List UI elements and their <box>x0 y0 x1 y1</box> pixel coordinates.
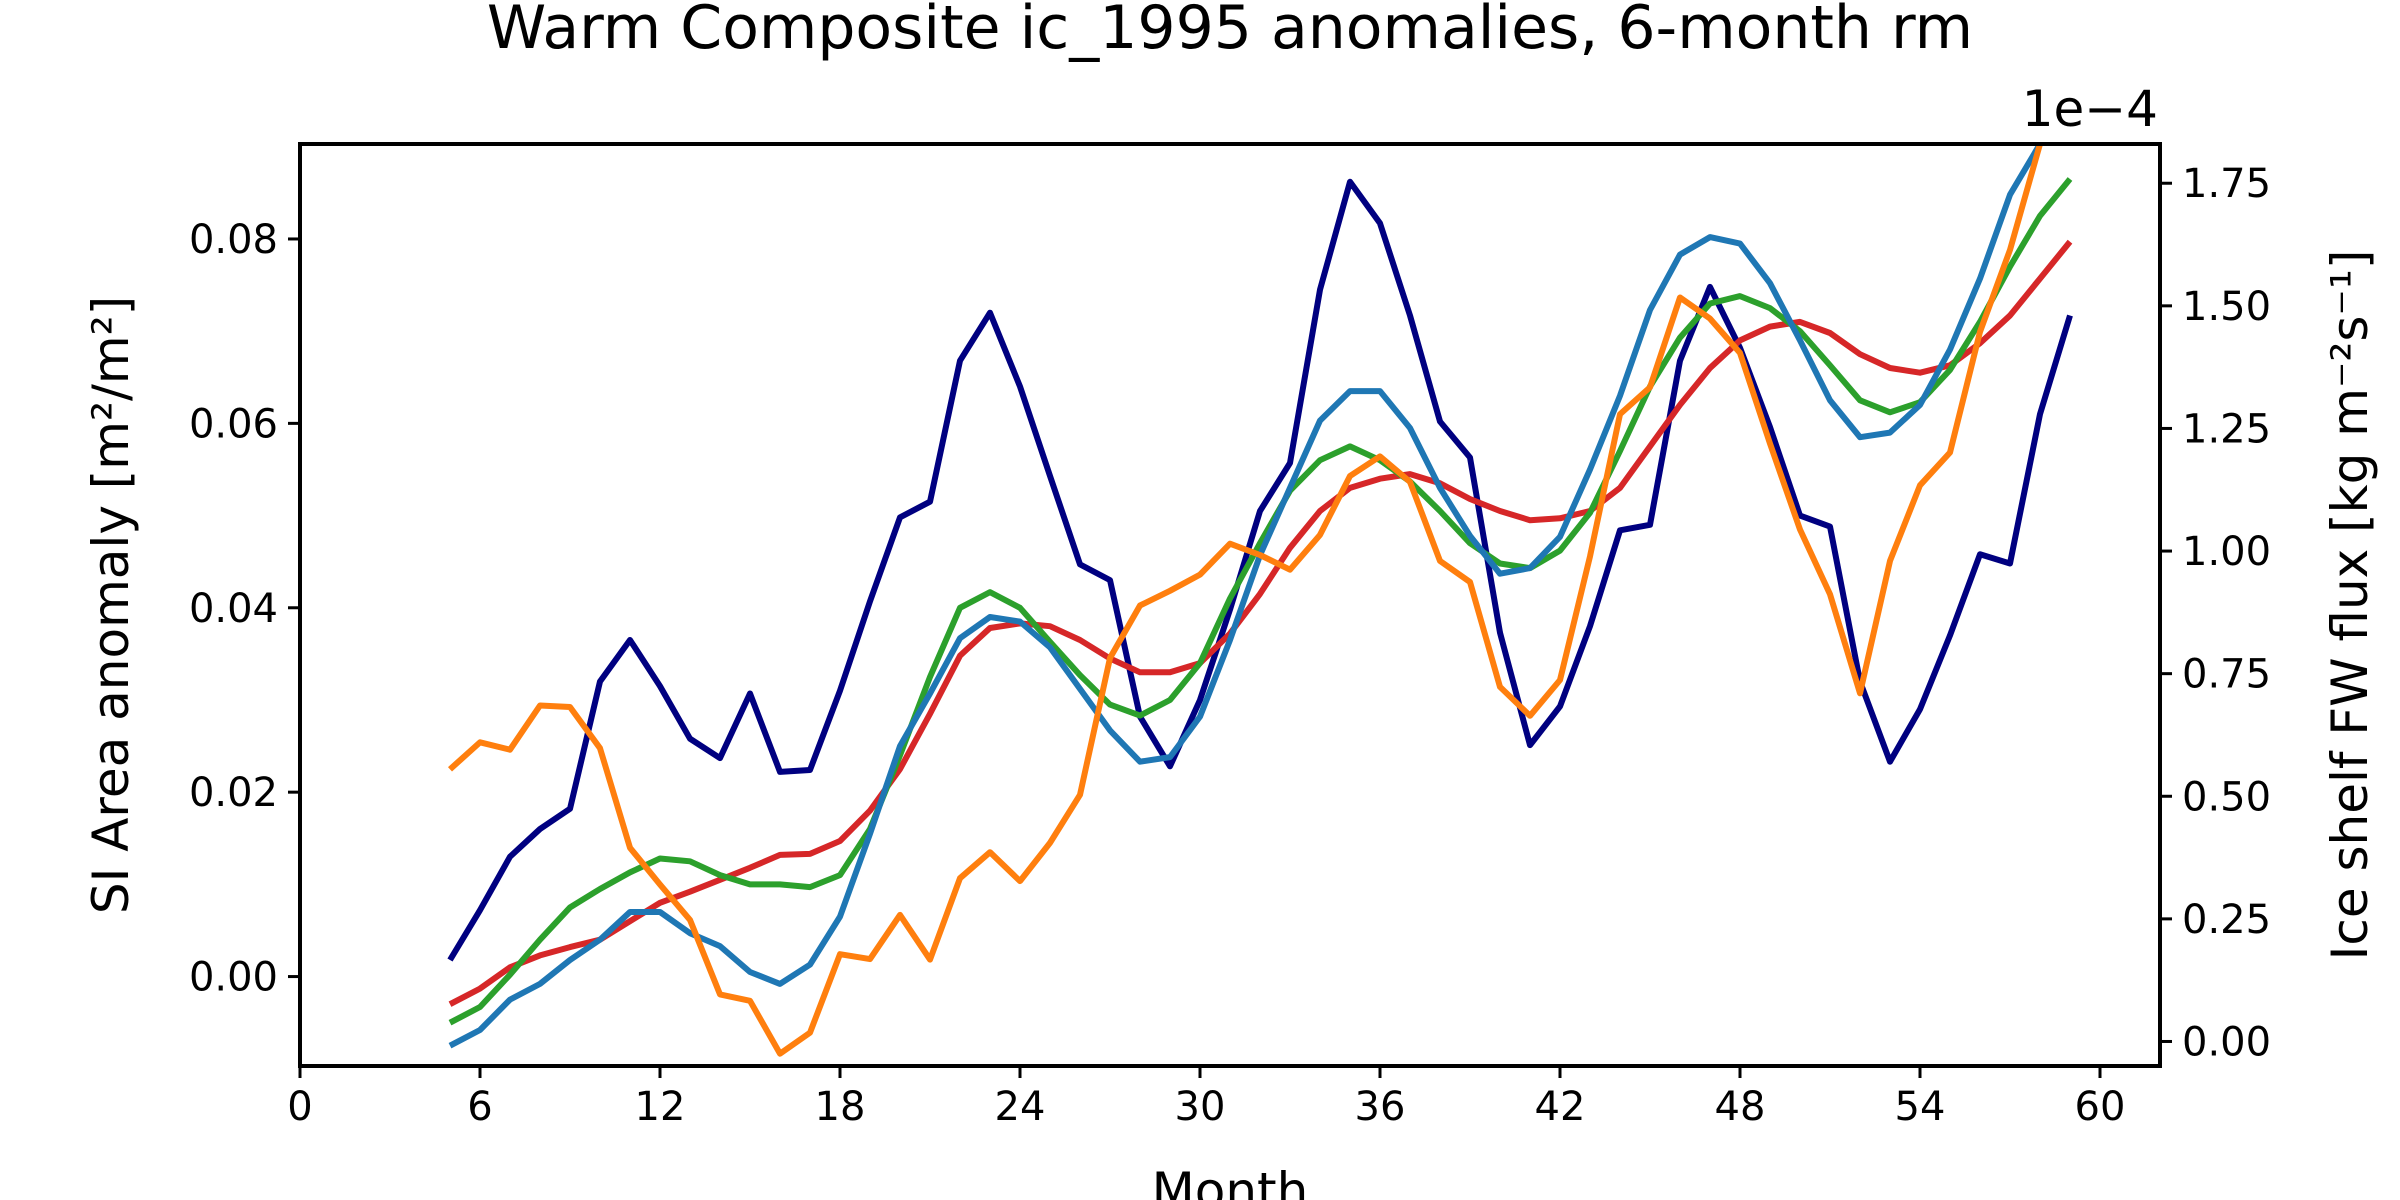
x-tick-label: 0 <box>287 1084 312 1130</box>
y-right-tick-label: 1.50 <box>2182 284 2271 330</box>
y-right-tick-label: 0.75 <box>2182 652 2271 698</box>
y-left-tick-label: 0.06 <box>189 401 278 447</box>
x-tick-label: 30 <box>1175 1084 1226 1130</box>
series-line-1 <box>447 178 2073 962</box>
y-right-tick-label: 1.75 <box>2182 161 2271 207</box>
plot-frame <box>298 142 2162 1068</box>
series-line-2 <box>448 239 2073 1007</box>
series-layer <box>447 144 2073 1057</box>
y-left-tick-label: 0.00 <box>189 955 278 1001</box>
y-axis-label-left: SI Area anomaly [m²/m²] <box>82 296 140 914</box>
series-line-5 <box>447 144 2045 1057</box>
x-axis-label: Month <box>1152 1162 1309 1200</box>
y-right-tick-label: 1.25 <box>2182 406 2271 452</box>
x-tick-label: 36 <box>1355 1084 1406 1130</box>
y-left-tick-label: 0.08 <box>189 217 278 263</box>
y-left-tick-label: 0.04 <box>189 586 278 632</box>
x-tick-label: 12 <box>635 1084 686 1130</box>
right-axis-offset-label: 1e−4 <box>2022 80 2158 138</box>
y-right-tick-label: 0.00 <box>2182 1019 2271 1065</box>
y-axis-right: 0.00 0.25 0.50 0.75 1.00 1.25 1.50 1.75 <box>2160 161 2271 1065</box>
y-axis-label-right: Ice shelf FW flux [kg m⁻²s⁻¹] <box>2321 250 2379 961</box>
series-line-3 <box>448 177 2073 1026</box>
y-right-tick-label: 0.25 <box>2182 897 2271 943</box>
x-axis: 0 6 12 18 24 30 36 42 48 54 60 <box>287 1066 2125 1130</box>
x-tick-label: 6 <box>467 1084 492 1130</box>
y-right-tick-label: 1.00 <box>2182 529 2271 575</box>
x-tick-label: 54 <box>1895 1084 1946 1130</box>
y-right-tick-label: 0.50 <box>2182 774 2271 820</box>
chart-title: Warm Composite ic_1995 anomalies, 6-mont… <box>487 0 1973 63</box>
x-tick-label: 24 <box>995 1084 1046 1130</box>
y-axis-left: 0.00 0.02 0.04 0.06 0.08 <box>189 217 300 1001</box>
x-tick-label: 60 <box>2075 1084 2126 1130</box>
y-left-tick-label: 0.02 <box>189 770 278 816</box>
x-tick-label: 42 <box>1535 1084 1586 1130</box>
x-tick-label: 48 <box>1715 1084 1766 1130</box>
x-tick-label: 18 <box>815 1084 866 1130</box>
